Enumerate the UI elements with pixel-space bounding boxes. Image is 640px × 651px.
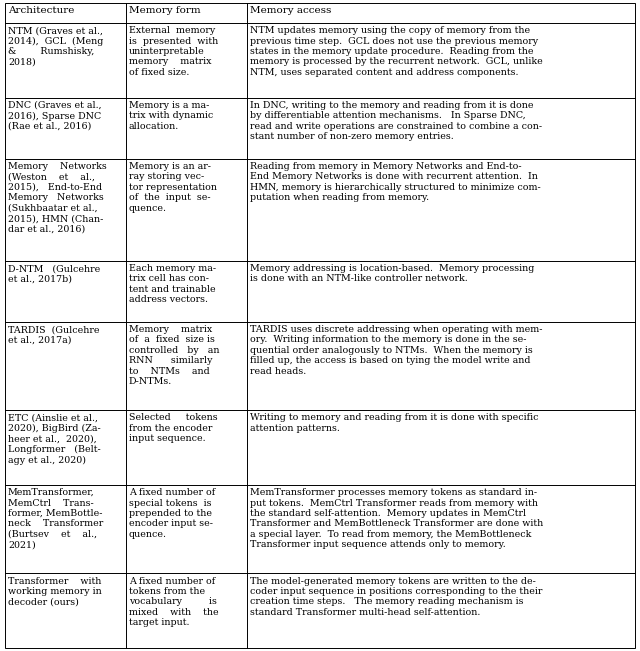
Text: MemTransformer,
MemCtrl    Trans-
former, MemBottle-
neck    Transformer
(Burtse: MemTransformer, MemCtrl Trans- former, M… <box>8 488 103 549</box>
Text: Memory addressing is location-based.  Memory processing
is done with an NTM-like: Memory addressing is location-based. Mem… <box>250 264 534 283</box>
Text: TARDIS  (Gulcehre
et al., 2017a): TARDIS (Gulcehre et al., 2017a) <box>8 325 99 344</box>
Text: A fixed number of
tokens from the
vocabulary         is
mixed    with    the
tar: A fixed number of tokens from the vocabu… <box>129 577 219 627</box>
Text: Architecture: Architecture <box>8 7 74 15</box>
Text: External  memory
is  presented  with
uninterpretable
memory    matrix
of fixed s: External memory is presented with uninte… <box>129 26 218 77</box>
Text: D-NTM   (Gulcehre
et al., 2017b): D-NTM (Gulcehre et al., 2017b) <box>8 264 100 283</box>
Text: Reading from memory in Memory Networks and End-to-
End Memory Networks is done w: Reading from memory in Memory Networks a… <box>250 162 541 202</box>
Text: MemTransformer processes memory tokens as standard in-
put tokens.  MemCtrl Tran: MemTransformer processes memory tokens a… <box>250 488 543 549</box>
Text: Memory is an ar-
ray storing vec-
tor representation
of  the  input  se-
quence.: Memory is an ar- ray storing vec- tor re… <box>129 162 217 213</box>
Text: DNC (Graves et al.,
2016), Sparse DNC
(Rae et al., 2016): DNC (Graves et al., 2016), Sparse DNC (R… <box>8 101 102 131</box>
Text: TARDIS uses discrete addressing when operating with mem-
ory.  Writing informati: TARDIS uses discrete addressing when ope… <box>250 325 543 376</box>
Text: Memory    matrix
of  a  fixed  size is
controlled   by   an
RNN      similarly
t: Memory matrix of a fixed size is control… <box>129 325 220 386</box>
Text: NTM updates memory using the copy of memory from the
previous time step.  GCL do: NTM updates memory using the copy of mem… <box>250 26 543 77</box>
Text: Selected     tokens
from the encoder
input sequence.: Selected tokens from the encoder input s… <box>129 413 218 443</box>
Text: Each memory ma-
trix cell has con-
tent and trainable
address vectors.: Each memory ma- trix cell has con- tent … <box>129 264 216 304</box>
Text: A fixed number of
special tokens  is
prepended to the
encoder input se-
quence.: A fixed number of special tokens is prep… <box>129 488 215 539</box>
Text: NTM (Graves et al.,
2014),  GCL  (Meng
&        Rumshisky,
2018): NTM (Graves et al., 2014), GCL (Meng & R… <box>8 26 104 66</box>
Text: Writing to memory and reading from it is done with specific
attention patterns.: Writing to memory and reading from it is… <box>250 413 538 433</box>
Text: Memory form: Memory form <box>129 7 200 15</box>
Text: Memory is a ma-
trix with dynamic
allocation.: Memory is a ma- trix with dynamic alloca… <box>129 101 213 131</box>
Text: Transformer    with
working memory in
decoder (ours): Transformer with working memory in decod… <box>8 577 102 606</box>
Text: In DNC, writing to the memory and reading from it is done
by differentiable atte: In DNC, writing to the memory and readin… <box>250 101 542 141</box>
Text: Memory access: Memory access <box>250 7 332 15</box>
Text: The model-generated memory tokens are written to the de-
coder input sequence in: The model-generated memory tokens are wr… <box>250 577 542 616</box>
Text: ETC (Ainslie et al.,
2020), BigBird (Za-
heer et al.,  2020),
Longformer   (Belt: ETC (Ainslie et al., 2020), BigBird (Za-… <box>8 413 100 465</box>
Text: Memory    Networks
(Weston    et    al.,
2015),   End-to-End
Memory   Networks
(: Memory Networks (Weston et al., 2015), E… <box>8 162 107 234</box>
